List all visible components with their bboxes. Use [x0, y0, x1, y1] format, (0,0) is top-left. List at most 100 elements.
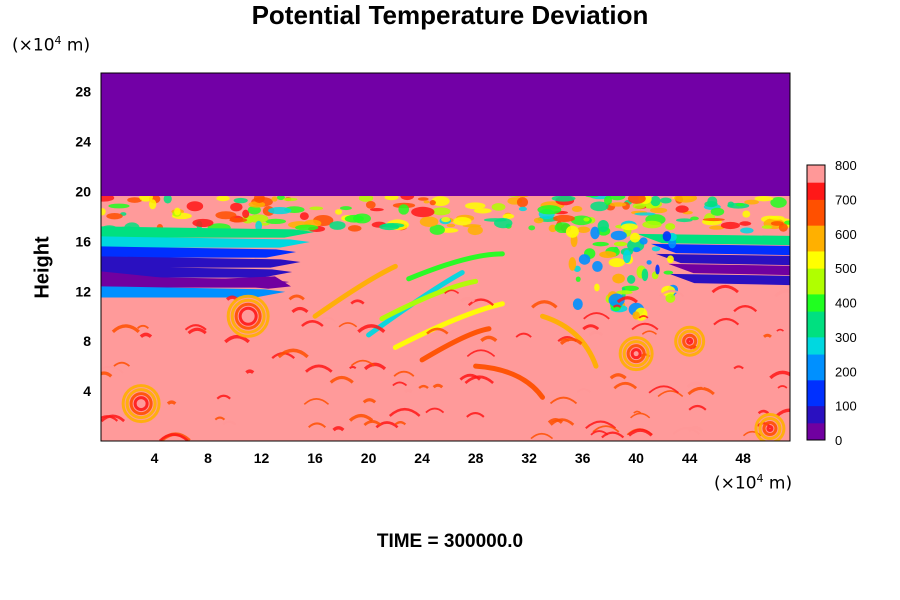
field-arc: [245, 369, 255, 374]
field-band: [669, 273, 790, 286]
field-blob: [571, 205, 583, 212]
field-arc: [348, 413, 374, 422]
field-arc: [166, 400, 177, 405]
field-blob: [174, 207, 181, 216]
field-blob: [744, 199, 759, 205]
field-blob: [429, 200, 436, 206]
field-arc: [592, 425, 620, 433]
field-blob: [590, 201, 609, 212]
field-band: [668, 263, 790, 276]
colorbar-swatch: [807, 311, 825, 321]
field-arc: [187, 327, 207, 335]
x-tick-label: 4: [151, 450, 159, 466]
field-arc: [291, 306, 309, 314]
field-blob: [192, 218, 214, 228]
x-tick-label: 24: [414, 450, 430, 466]
field-blob: [106, 212, 123, 220]
field-blob: [665, 293, 676, 303]
x-tick-label: 20: [361, 450, 377, 466]
field-blob: [339, 206, 352, 211]
colorbar-swatch: [807, 276, 825, 286]
field-swirl: [125, 388, 157, 420]
field-blob: [621, 285, 639, 292]
colorbar-swatch: [807, 259, 825, 269]
field-blob: [473, 208, 492, 214]
field-blob: [283, 197, 298, 202]
field-arc: [363, 420, 382, 427]
field-arc: [464, 375, 494, 385]
field-swirl: [674, 325, 706, 357]
field-arc: [305, 364, 333, 373]
field-arc: [686, 381, 706, 389]
field-blob: [742, 210, 751, 218]
field-arc: [585, 420, 617, 430]
field-swirl: [626, 344, 646, 364]
field-blob: [411, 206, 435, 218]
y-tick-label: 12: [75, 283, 91, 299]
field-arc: [101, 415, 119, 422]
field-blob: [108, 203, 130, 209]
field-arc: [362, 398, 377, 404]
field-blob: [493, 218, 513, 229]
field-filament: [379, 278, 479, 322]
field-blob: [651, 246, 661, 252]
field-swirl: [618, 336, 654, 372]
colorbar-frame: [806, 164, 826, 441]
field-arc: [466, 349, 496, 357]
field-blob: [634, 212, 656, 216]
y-tick-label: 20: [75, 184, 91, 200]
field-arc: [756, 422, 771, 427]
field-blob: [690, 216, 699, 221]
field-arc: [459, 373, 481, 381]
field-blob: [662, 231, 672, 242]
field-blob: [299, 212, 309, 221]
field-arc: [515, 332, 532, 338]
field-blob: [233, 197, 248, 204]
colorbar-swatch: [807, 173, 825, 183]
field-arc: [466, 412, 485, 418]
field-blob: [655, 264, 660, 275]
field-blob: [329, 221, 346, 230]
field-arc: [582, 324, 600, 331]
field-upper-layer: [101, 73, 790, 197]
field-blob: [347, 225, 362, 232]
field-arc: [672, 427, 700, 435]
field-swirl: [754, 413, 786, 441]
x-tick-label: 48: [735, 450, 751, 466]
colorbar-swatch: [807, 216, 825, 226]
field-blob: [659, 197, 672, 204]
colorbar-swatch: [807, 388, 825, 398]
field-filament: [312, 263, 398, 319]
colorbar-swatch: [807, 199, 825, 209]
field-arc: [332, 426, 345, 432]
field-blob: [604, 195, 612, 206]
field-blob: [599, 251, 617, 258]
colorbar-tick-label: 0: [835, 433, 842, 448]
field-blob: [739, 221, 752, 226]
field-arc: [301, 320, 324, 327]
field-arc: [214, 416, 226, 421]
field-blob: [230, 202, 243, 212]
plot-frame: [100, 72, 791, 442]
field-blob: [592, 260, 603, 272]
field-blob: [646, 260, 652, 265]
field-blob: [553, 214, 575, 223]
field-blob: [242, 209, 250, 219]
chart-title: Potential Temperature Deviation: [251, 0, 649, 30]
field-blob: [627, 275, 636, 284]
field-blob: [215, 211, 237, 220]
field-arc: [216, 394, 231, 400]
field-arc: [757, 409, 770, 415]
field-blob: [248, 201, 266, 208]
field-blob: [127, 197, 143, 203]
field-band: [101, 256, 301, 268]
field-band: [101, 246, 297, 258]
field-arc: [426, 327, 449, 335]
field-blob: [641, 268, 649, 282]
field-arc: [688, 404, 707, 411]
field-swirl: [133, 396, 149, 412]
field-swirl: [762, 421, 778, 437]
field-arc: [111, 324, 140, 334]
field-arc: [136, 324, 149, 329]
colorbar-swatch: [807, 285, 825, 295]
